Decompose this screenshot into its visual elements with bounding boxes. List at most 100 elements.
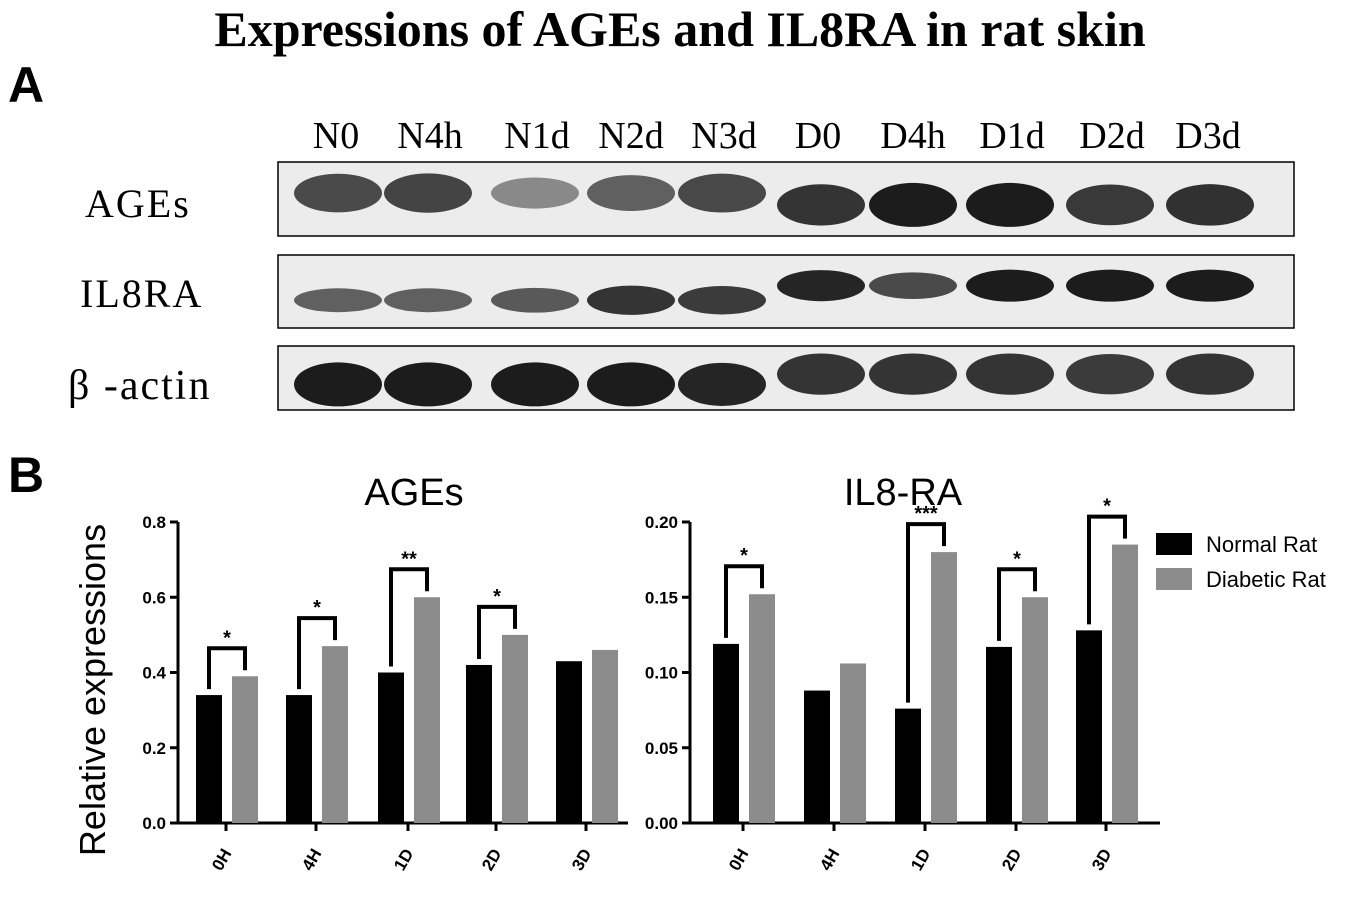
blot-row-label: AGEs [85, 181, 191, 226]
bar-diabetic-rat-3D [592, 649, 618, 823]
western-blot: N0 N4h N1d N2d N3d D0 D4h D1d D2d D3d AGEs IL8RA β -… [68, 115, 1295, 411]
bar-normal-rat-0H [196, 695, 222, 823]
blot-band [384, 362, 472, 407]
significance-bracket [297, 616, 337, 690]
lane-label-N3d: N3d [691, 115, 756, 157]
blot-band [491, 362, 579, 407]
y-tick-label: 0.6 [142, 588, 166, 607]
significance-bracket [724, 564, 764, 638]
bar-diabetic-rat-1D [414, 597, 440, 823]
bar-normal-rat-4H [286, 695, 312, 823]
blot-band [869, 272, 957, 299]
y-tick-label: 0.20 [645, 513, 678, 532]
bar-diabetic-rat-4H [322, 646, 348, 823]
y-axis-label: Relative expressions [72, 524, 113, 856]
legend-swatch-1 [1156, 568, 1192, 590]
bar-normal-rat-4H [804, 690, 830, 823]
x-tick-label: 3D [1088, 846, 1115, 874]
y-tick-label: 0.4 [142, 664, 166, 683]
significance-mark: * [1103, 496, 1111, 518]
significance-mark: * [313, 597, 321, 619]
blot-band [384, 173, 472, 213]
blot-band [869, 182, 957, 227]
lane-label-N2d: N2d [598, 115, 663, 157]
bar-diabetic-rat-2D [502, 634, 528, 823]
lane-label-N4h: N4h [397, 115, 462, 157]
x-tick-label: 3D [568, 846, 595, 874]
ages-bar-chart: AGEs 0.0 0.2 0.4 0.6 0.8 0H * 4H * 1D ** 2D * 3D [142, 472, 628, 874]
blot-band [966, 269, 1054, 302]
blot-band [1066, 353, 1154, 395]
x-tick-label: 4H [816, 846, 843, 874]
lane-label-D1d: D1d [979, 115, 1044, 157]
blot-band [384, 288, 472, 313]
blot-band [587, 362, 675, 407]
bar-diabetic-rat-3D [1112, 544, 1138, 823]
significance-mark: * [223, 627, 231, 649]
significance-mark: * [493, 586, 501, 608]
blot-band [869, 353, 957, 395]
blot-band [777, 270, 865, 302]
blot-band [678, 286, 766, 315]
x-tick-label: 4H [298, 846, 325, 874]
significance-bracket [389, 567, 429, 667]
significance-mark: *** [914, 503, 938, 525]
bar-diabetic-rat-0H [232, 676, 258, 823]
blot-band [294, 362, 382, 407]
lane-label-D4h: D4h [880, 115, 945, 157]
bar-normal-rat-2D [466, 664, 492, 823]
legend: Normal Rat Diabetic Rat [1156, 532, 1326, 592]
blot-band [678, 173, 766, 213]
bar-normal-rat-3D [1076, 630, 1102, 823]
significance-bracket [1087, 514, 1127, 625]
y-tick-label: 0.0 [142, 814, 166, 833]
bar-diabetic-rat-4H [840, 663, 866, 823]
x-tick-label: 2D [478, 846, 505, 874]
blot-row-label: IL8RA [80, 271, 203, 316]
blot-band [491, 287, 579, 313]
lane-label-N1d: N1d [504, 115, 569, 157]
blot-band [1166, 184, 1254, 226]
lane-label-D0: D0 [795, 115, 841, 157]
x-tick-label: 0H [725, 846, 752, 874]
chart-title: IL8-RA [844, 472, 963, 514]
significance-mark: * [740, 545, 748, 567]
x-tick-label: 0H [208, 846, 235, 874]
bar-normal-rat-3D [556, 661, 582, 823]
significance-bracket [207, 646, 247, 690]
blot-band [1066, 269, 1154, 302]
y-tick-label: 0.05 [645, 739, 678, 758]
lane-label-D2d: D2d [1079, 115, 1144, 157]
significance-bracket [906, 522, 946, 703]
legend-label: Diabetic Rat [1206, 567, 1326, 592]
x-tick-label: 1D [390, 846, 417, 874]
y-tick-label: 0.00 [645, 814, 678, 833]
blot-band [777, 184, 865, 226]
blot-band [294, 288, 382, 313]
bar-diabetic-rat-2D [1022, 597, 1048, 823]
bar-diabetic-rat-1D [931, 552, 957, 823]
bar-normal-rat-2D [986, 646, 1012, 823]
blot-band [294, 173, 382, 213]
x-tick-label: 2D [998, 846, 1025, 874]
y-tick-label: 0.15 [645, 588, 678, 607]
blot-band [587, 175, 675, 212]
significance-mark: * [1013, 548, 1021, 570]
legend-label: Normal Rat [1206, 532, 1317, 557]
figure-title: Expressions of AGEs and IL8RA in rat ski… [214, 1, 1145, 57]
y-tick-label: 0.2 [142, 739, 166, 758]
blot-row-label: β -actin [68, 363, 211, 409]
blot-band [491, 177, 579, 209]
significance-mark: ** [401, 548, 417, 570]
lane-label-D3d: D3d [1175, 115, 1240, 157]
panel-b-label: B [8, 447, 44, 503]
blot-band [587, 285, 675, 315]
bar-normal-rat-1D [378, 672, 404, 823]
panel-a-label: A [8, 57, 44, 113]
significance-bracket [997, 567, 1037, 641]
bar-normal-rat-0H [713, 643, 739, 823]
blot-band [678, 362, 766, 406]
significance-bracket [477, 604, 517, 659]
il8ra-bar-chart: IL8-RA 0.00 0.05 0.10 0.15 0.20 0H * 4H 1D *** 2D * 3… [645, 472, 1160, 874]
